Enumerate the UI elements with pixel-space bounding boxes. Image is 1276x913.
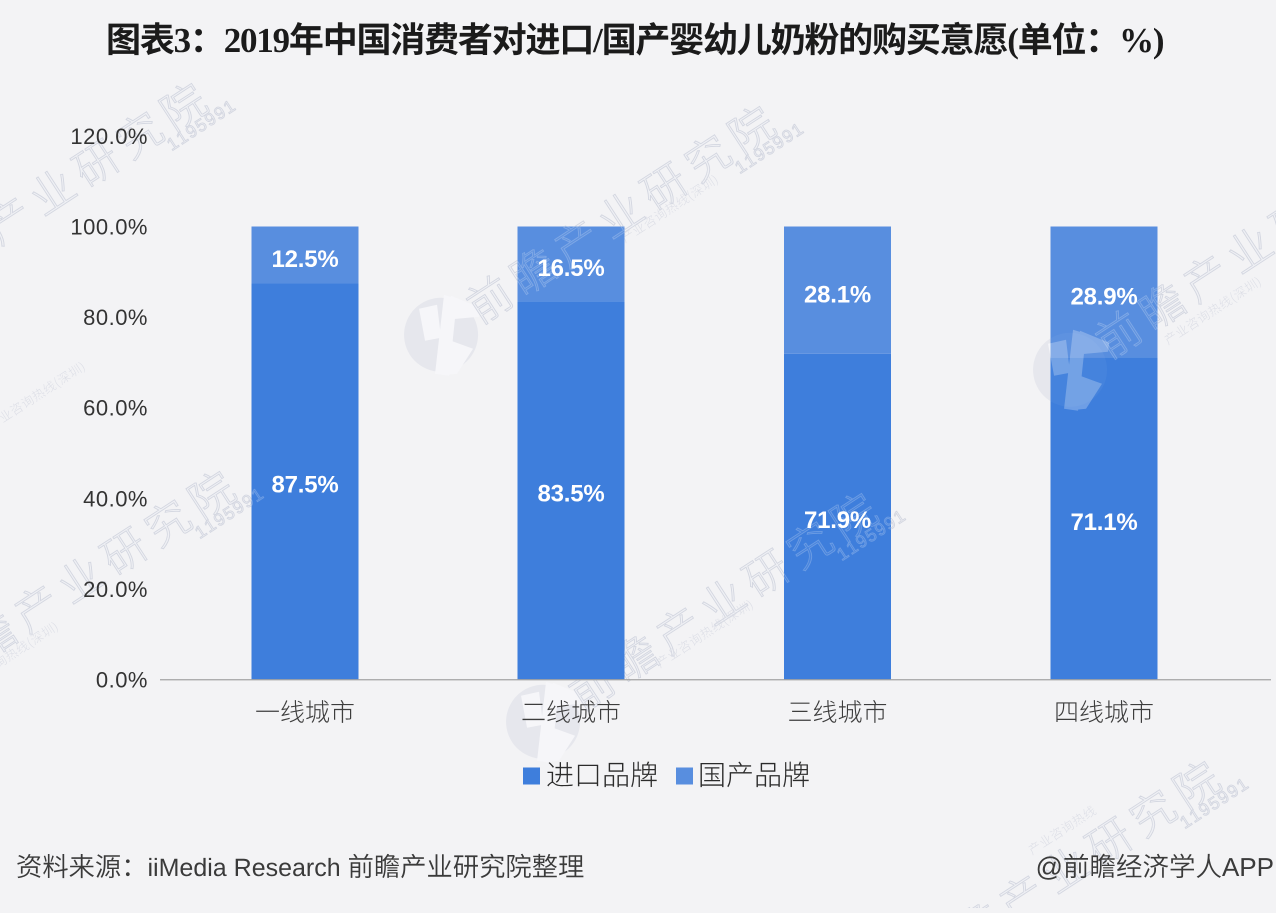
svg-text:80.0%: 80.0% [83,305,148,330]
svg-text:83.5%: 83.5% [537,481,604,508]
svg-text:71.9%: 71.9% [804,507,871,534]
svg-text:100.0%: 100.0% [70,215,148,240]
svg-text:12.5%: 12.5% [271,246,338,273]
svg-text:0.0%: 0.0% [96,668,148,693]
svg-text:40.0%: 40.0% [83,486,148,511]
svg-text:71.1%: 71.1% [1070,509,1137,536]
svg-text:28.9%: 28.9% [1070,283,1137,310]
svg-text:20.0%: 20.0% [83,577,148,602]
svg-text:60.0%: 60.0% [83,396,148,421]
svg-text:87.5%: 87.5% [271,472,338,499]
svg-text:120.0%: 120.0% [70,124,148,149]
svg-text:16.5%: 16.5% [537,255,604,282]
svg-text:28.1%: 28.1% [804,281,871,308]
